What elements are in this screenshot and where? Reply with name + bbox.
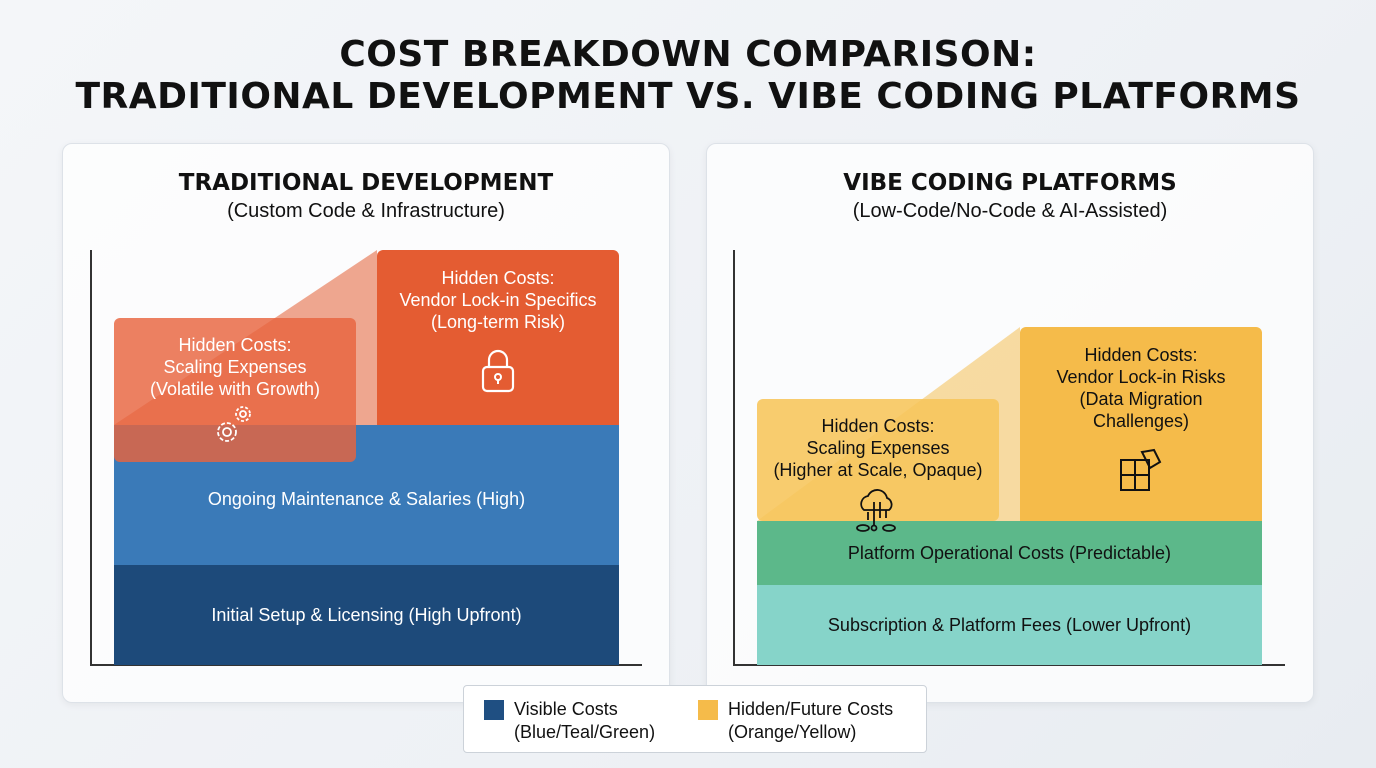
- scaling-expenses-block: Hidden Costs: Scaling Expenses (Volatile…: [114, 318, 356, 462]
- vibe-heading: VIBE CODING PLATFORMS: [843, 170, 1177, 196]
- y-axis: [90, 250, 92, 666]
- puzzle-icon: [1120, 448, 1162, 491]
- scaling-line: Hidden Costs:: [178, 335, 292, 355]
- lockin-line: (Data Migration: [1079, 389, 1203, 409]
- legend-label: (Orange/Yellow): [728, 722, 857, 742]
- legend: Visible Costs (Blue/Teal/Green) Hidden/Fu…: [463, 685, 927, 753]
- lockin-line: Hidden Costs:: [1084, 345, 1198, 365]
- legend-label: Hidden/Future Costs: [728, 699, 894, 719]
- cloud-network-icon: [856, 489, 896, 532]
- title-line-1: COST BREAKDOWN COMPARISON:: [339, 34, 1037, 75]
- vendor-lockin-block: Hidden Costs: Vendor Lock-in Specifics (…: [377, 250, 619, 425]
- gears-icon: [217, 406, 251, 442]
- x-axis: [733, 664, 1285, 666]
- legend-swatch-blue: [484, 700, 504, 720]
- title-line-2: TRADITIONAL DEVELOPMENT VS. VIBE CODING …: [75, 76, 1301, 117]
- scaling-line: Scaling Expenses: [163, 357, 307, 377]
- lockin-line: Vendor Lock-in Risks: [1056, 367, 1226, 387]
- operational-block: Platform Operational Costs (Predictable): [757, 521, 1262, 585]
- vendor-lockin-block: Hidden Costs: Vendor Lock-in Risks (Data…: [1020, 327, 1262, 521]
- x-axis: [90, 664, 642, 666]
- y-axis: [733, 250, 735, 666]
- legend-label: (Blue/Teal/Green): [514, 722, 656, 742]
- scaling-expenses-block: Hidden Costs: Scaling Expenses (Higher a…: [757, 399, 999, 521]
- vibe-header: VIBE CODING PLATFORMS (Low-Code/No-Code …: [706, 170, 1314, 223]
- vibe-subheading: (Low-Code/No-Code & AI-Assisted): [852, 200, 1168, 222]
- legend-hidden-costs: Hidden/Future Costs (Orange/Yellow): [698, 698, 893, 744]
- subscription-block: Subscription & Platform Fees (Lower Upfr…: [757, 585, 1262, 665]
- padlock-icon: [481, 349, 515, 393]
- scaling-line: Hidden Costs:: [821, 416, 935, 436]
- traditional-header: TRADITIONAL DEVELOPMENT (Custom Code & I…: [62, 170, 670, 223]
- traditional-heading: TRADITIONAL DEVELOPMENT: [178, 170, 554, 196]
- lockin-line: (Long-term Risk): [430, 312, 566, 332]
- legend-label: Visible Costs: [514, 699, 618, 719]
- lockin-line: Challenges): [1092, 411, 1190, 431]
- legend-visible-costs: Visible Costs (Blue/Teal/Green): [484, 698, 655, 744]
- legend-swatch-yellow: [698, 700, 718, 720]
- lockin-line: Vendor Lock-in Specifics: [399, 290, 597, 310]
- initial-setup-block: Initial Setup & Licensing (High Upfront): [114, 565, 619, 665]
- scaling-line: (Higher at Scale, Opaque): [773, 460, 983, 480]
- scaling-line: Scaling Expenses: [806, 438, 950, 458]
- traditional-subheading: (Custom Code & Infrastructure): [227, 200, 505, 222]
- lockin-line: Hidden Costs:: [441, 268, 555, 288]
- scaling-line: (Volatile with Growth): [149, 379, 321, 399]
